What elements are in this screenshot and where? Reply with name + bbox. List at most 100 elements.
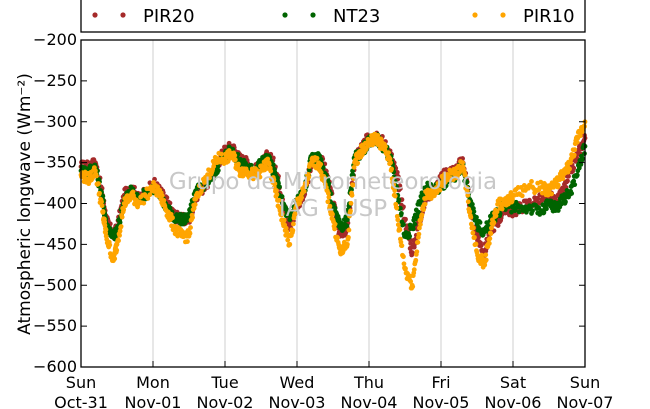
data-point — [581, 142, 587, 148]
data-point — [299, 195, 305, 201]
data-point — [413, 257, 419, 263]
legend-marker — [310, 12, 316, 18]
x-tick-label-date: Nov-04 — [341, 393, 398, 409]
data-point — [487, 236, 493, 241]
data-point — [580, 156, 585, 161]
y-axis: −200 −250 −300 −350 −400 −450 −500 −550 −600 — [33, 30, 585, 376]
data-point — [117, 232, 122, 238]
data-point — [351, 176, 356, 181]
data-point — [344, 244, 350, 249]
data-point — [419, 212, 425, 218]
data-point — [272, 181, 278, 187]
data-point — [349, 192, 355, 198]
y-tick-label: −200 — [33, 30, 77, 49]
data-point — [477, 219, 483, 225]
data-point — [191, 205, 197, 211]
data-point — [391, 182, 397, 188]
x-tick-label-date: Nov-06 — [485, 393, 542, 409]
legend-marker — [92, 12, 98, 18]
data-point — [401, 261, 407, 267]
data-point — [483, 257, 489, 263]
data-point — [107, 242, 113, 248]
data-point — [483, 252, 489, 258]
data-point — [148, 184, 154, 190]
y-tick-label: −550 — [33, 316, 77, 335]
data-point — [314, 155, 320, 161]
data-point — [112, 256, 118, 262]
data-point — [389, 166, 395, 172]
data-point — [387, 161, 392, 167]
data-point — [482, 262, 488, 268]
x-tick-label-date: Nov-01 — [125, 393, 182, 409]
data-point — [306, 174, 312, 180]
data-point — [428, 181, 434, 187]
data-point — [270, 162, 276, 168]
data-point — [410, 284, 416, 290]
x-tick-label-day: Sat — [500, 373, 526, 392]
legend-label: PIR10 — [523, 6, 575, 27]
data-point — [394, 205, 400, 211]
y-axis-label: Atmospheric longwave (Wm⁻²) — [15, 73, 35, 335]
data-point — [403, 266, 408, 271]
data-point — [417, 225, 422, 231]
data-point — [238, 157, 243, 162]
data-point — [279, 194, 285, 199]
data-point — [394, 213, 400, 219]
data-point — [99, 203, 105, 209]
data-point — [161, 198, 167, 203]
data-point — [494, 209, 500, 215]
data-layer — [78, 119, 588, 291]
data-point — [145, 196, 151, 201]
data-point — [348, 200, 354, 206]
x-tick-label-day: Mon — [136, 373, 170, 392]
data-point — [387, 156, 393, 162]
data-point — [330, 211, 335, 217]
data-point — [306, 167, 312, 173]
data-point — [118, 224, 124, 229]
legend-entries: PIR20 NT23 PIR10 — [92, 6, 575, 27]
data-point — [411, 244, 417, 250]
data-point — [472, 234, 477, 240]
data-point — [489, 225, 494, 231]
data-point — [478, 243, 484, 249]
data-point — [397, 227, 403, 233]
data-point — [516, 209, 522, 215]
data-point — [344, 223, 350, 229]
data-point — [286, 241, 292, 247]
data-point — [578, 162, 584, 167]
data-point — [207, 175, 212, 181]
data-point — [486, 240, 492, 246]
data-point — [471, 225, 476, 231]
data-point — [416, 231, 422, 237]
data-point — [265, 156, 271, 162]
data-point — [407, 233, 413, 239]
data-point — [394, 169, 400, 175]
data-point — [335, 235, 341, 241]
data-point — [351, 164, 357, 170]
data-point — [410, 226, 416, 232]
x-tick-label-date: Nov-07 — [557, 393, 614, 409]
x-axis: SunOct-31MonNov-01TueNov-02WedNov-03ThuN… — [54, 361, 613, 409]
data-point — [565, 178, 570, 184]
data-point — [215, 168, 221, 173]
x-tick-label-date: Nov-05 — [413, 393, 470, 409]
data-point — [320, 165, 326, 171]
data-point — [257, 174, 263, 180]
legend-marker — [120, 12, 126, 18]
data-point — [464, 179, 470, 185]
data-point — [571, 178, 577, 184]
data-point — [474, 248, 479, 254]
data-point — [392, 188, 398, 193]
data-point — [348, 208, 353, 214]
data-point — [119, 214, 125, 220]
data-point — [422, 201, 428, 207]
y-tick-label: −450 — [33, 234, 77, 253]
data-point — [458, 159, 463, 164]
data-point — [292, 211, 298, 217]
data-point — [383, 144, 388, 150]
watermark-line-1: Grupo de Micrometeorologia — [169, 169, 497, 195]
data-point — [567, 166, 572, 172]
data-point — [268, 168, 274, 174]
data-point — [274, 192, 280, 197]
data-point — [318, 170, 324, 176]
